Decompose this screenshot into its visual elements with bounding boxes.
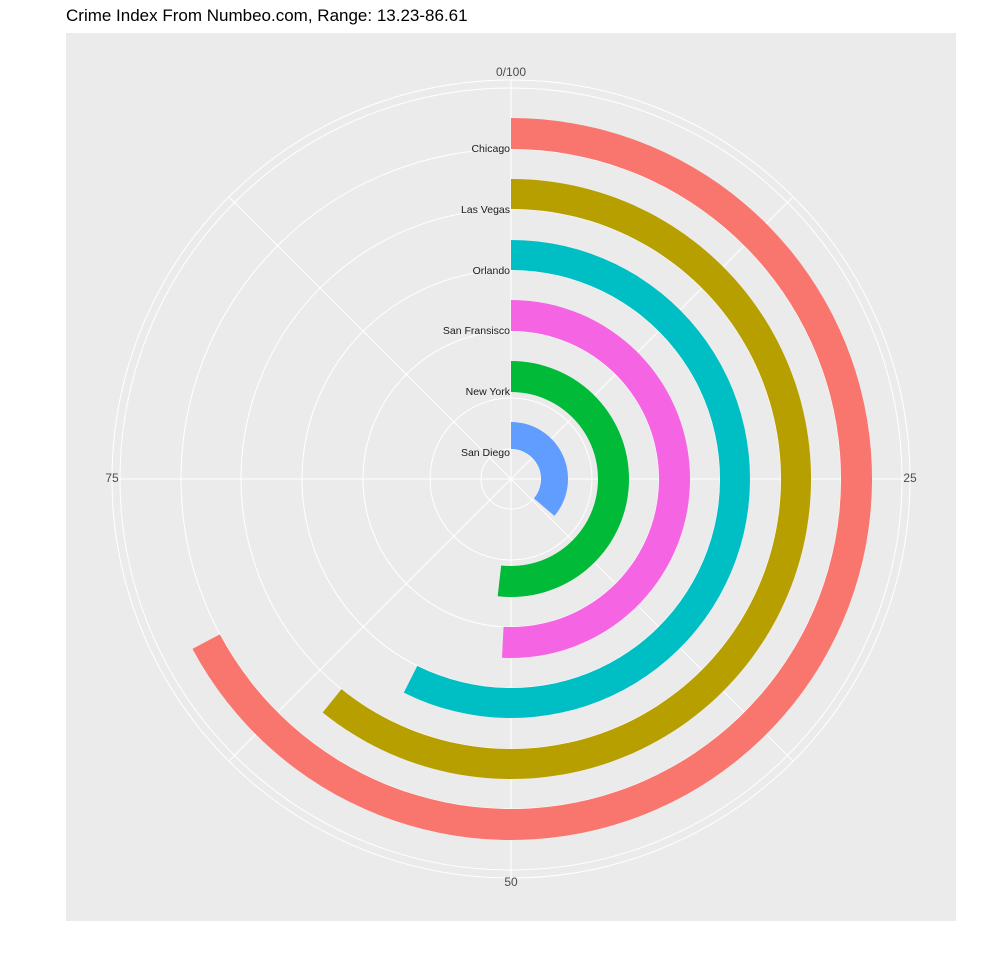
- category-label: New York: [466, 386, 511, 398]
- chart-title: Crime Index From Numbeo.com, Range: 13.2…: [66, 6, 468, 25]
- grid-spoke: [228, 196, 512, 480]
- category-label: Las Vegas: [461, 204, 510, 216]
- angle-tick-label: 50: [504, 875, 518, 889]
- angle-tick-label: 75: [105, 471, 119, 485]
- angle-tick-label: 25: [903, 471, 917, 485]
- bar-san-diego: [511, 422, 569, 516]
- angle-tick-label: 0/100: [496, 65, 526, 79]
- category-label: San Diego: [461, 447, 510, 459]
- bar-san-fransisco: [502, 300, 690, 658]
- category-label: Chicago: [471, 143, 510, 155]
- category-label: Orlando: [473, 265, 511, 277]
- category-label: San Fransisco: [443, 325, 510, 337]
- bar-new-york: [497, 361, 629, 597]
- bar-las-vegas: [322, 179, 812, 779]
